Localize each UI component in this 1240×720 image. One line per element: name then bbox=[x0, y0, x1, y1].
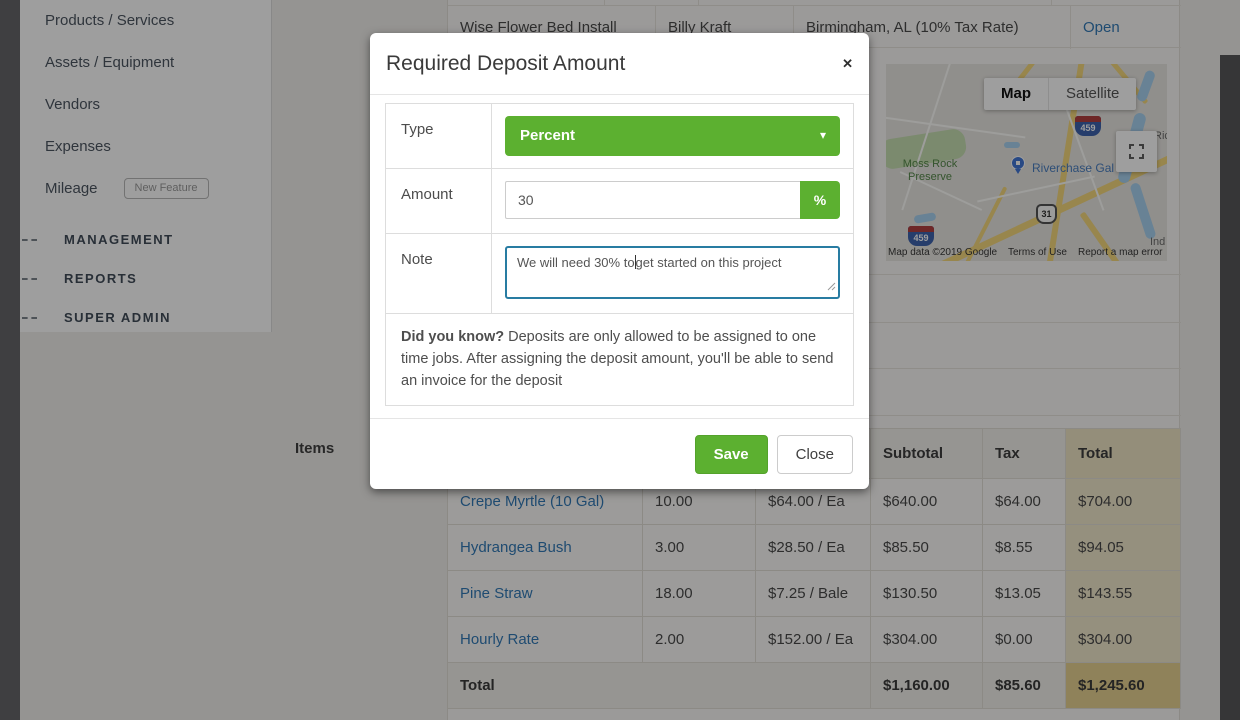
item-qty: 18.00 bbox=[642, 570, 756, 617]
amount-input-group: % bbox=[505, 181, 840, 219]
sidebar-item-label: Vendors bbox=[45, 96, 101, 113]
table-row: Hourly Rate 2.00 $152.00 / Ea $304.00 $0… bbox=[447, 616, 1181, 663]
dashes-icon bbox=[22, 278, 37, 280]
required-deposit-modal: Required Deposit Amount ✕ Type Percent ▾… bbox=[370, 33, 869, 489]
sidebar-section-label: MANAGEMENT bbox=[64, 232, 174, 247]
job-name-cell: Wise Flower Bed Install bbox=[448, 6, 656, 49]
sidebar-item-label: Mileage bbox=[45, 180, 98, 197]
poi-label: Riverchase Gal bbox=[1032, 161, 1115, 175]
selected-option: Percent bbox=[520, 127, 576, 144]
item-tax: $64.00 bbox=[982, 478, 1066, 525]
did-you-know-tip: Did you know? Deposits are only allowed … bbox=[385, 312, 854, 407]
item-total: $143.55 bbox=[1065, 570, 1181, 617]
fullscreen-button[interactable] bbox=[1116, 131, 1157, 172]
item-subtotal: $640.00 bbox=[870, 478, 983, 525]
item-price: $152.00 / Ea bbox=[755, 616, 871, 663]
items-total-row: Total $1,160.00 $85.60 $1,245.60 bbox=[447, 662, 1181, 709]
item-link[interactable]: Pine Straw bbox=[460, 585, 533, 602]
caret-down-icon: ▾ bbox=[819, 128, 826, 142]
grand-total: $1,245.60 bbox=[1065, 662, 1181, 709]
save-button[interactable]: Save bbox=[694, 434, 768, 474]
interstate-459-shield-icon: 459 bbox=[1075, 116, 1101, 136]
us-31-shield-icon: 31 bbox=[1036, 204, 1057, 224]
right-edge-strip bbox=[1220, 55, 1240, 720]
item-tax: $0.00 bbox=[982, 616, 1066, 663]
sidebar-section-reports[interactable]: REPORTS bbox=[20, 259, 271, 298]
amount-input[interactable] bbox=[505, 181, 800, 219]
sidebar-section-label: REPORTS bbox=[64, 271, 138, 286]
open-job-link[interactable]: Open bbox=[1083, 19, 1120, 36]
item-qty: 3.00 bbox=[642, 524, 756, 571]
sidebar-section-management[interactable]: MANAGEMENT bbox=[20, 220, 271, 259]
job-contact-cell: Billy Kraft bbox=[656, 6, 794, 49]
item-subtotal: $85.50 bbox=[870, 524, 983, 571]
terms-of-use-link[interactable]: Terms of Use bbox=[1008, 247, 1067, 258]
table-row: Pine Straw 18.00 $7.25 / Bale $130.50 $1… bbox=[447, 570, 1181, 617]
sidebar-item-vendors[interactable]: Vendors bbox=[20, 84, 271, 126]
modal-title: Required Deposit Amount bbox=[386, 52, 626, 75]
item-link[interactable]: Hydrangea Bush bbox=[460, 539, 572, 556]
map-attribution: Map data ©2019 Google bbox=[888, 247, 998, 258]
interstate-459-shield-icon: 459 bbox=[908, 226, 934, 246]
google-map[interactable]: Moss Rock Preserve Riverchase Gal Ric In… bbox=[886, 64, 1167, 261]
job-location-cell: Birmingham, AL (10% Tax Rate) bbox=[794, 6, 1071, 49]
percent-addon: % bbox=[800, 181, 840, 219]
text-cursor bbox=[634, 255, 636, 269]
subtotal-header: Subtotal bbox=[870, 428, 983, 479]
map-type-control: Map Satellite bbox=[984, 78, 1137, 110]
item-subtotal: $130.50 bbox=[870, 570, 983, 617]
tax-header: Tax bbox=[982, 428, 1066, 479]
satellite-view-button[interactable]: Satellite bbox=[1066, 85, 1120, 102]
items-section-label: Items bbox=[295, 440, 335, 457]
map-view-button[interactable]: Map bbox=[984, 78, 1049, 110]
item-tax: $8.55 bbox=[982, 524, 1066, 571]
item-total: $704.00 bbox=[1065, 478, 1181, 525]
park-label: Moss Rock Preserve bbox=[902, 158, 958, 183]
resize-handle-icon[interactable] bbox=[827, 278, 836, 295]
city-label-right: Ric bbox=[1154, 130, 1167, 142]
amount-label: Amount bbox=[385, 168, 492, 234]
report-map-error-link[interactable]: Report a map error bbox=[1078, 247, 1163, 258]
item-tax: $13.05 bbox=[982, 570, 1066, 617]
dashes-icon bbox=[22, 239, 37, 241]
city-label-bottom: Ind bbox=[1150, 236, 1166, 248]
modal-footer: Save Close bbox=[370, 418, 869, 489]
item-price: $28.50 / Ea bbox=[755, 524, 871, 571]
left-edge-strip bbox=[0, 0, 20, 720]
sidebar-item-expenses[interactable]: Expenses bbox=[20, 126, 271, 168]
sidebar: Products / Services Assets / Equipment V… bbox=[20, 0, 272, 332]
sidebar-section-super-admin[interactable]: SUPER ADMIN bbox=[20, 298, 271, 337]
item-qty: 2.00 bbox=[642, 616, 756, 663]
item-subtotal: $304.00 bbox=[870, 616, 983, 663]
sidebar-item-label: Expenses bbox=[45, 138, 111, 155]
sidebar-section-label: SUPER ADMIN bbox=[64, 310, 172, 325]
type-label: Type bbox=[385, 103, 492, 169]
sidebar-item-label: Assets / Equipment bbox=[45, 54, 175, 71]
pond bbox=[1004, 142, 1020, 148]
fullscreen-icon bbox=[1129, 144, 1144, 159]
sidebar-item-label: Products / Services bbox=[45, 12, 175, 29]
deposit-type-select[interactable]: Percent ▾ bbox=[505, 116, 840, 156]
note-label: Note bbox=[385, 233, 492, 314]
total-label: Total bbox=[447, 662, 871, 709]
modal-header: Required Deposit Amount ✕ bbox=[370, 33, 869, 95]
sidebar-item-products-services[interactable]: Products / Services bbox=[20, 0, 271, 42]
note-textarea[interactable]: We will need 30% toget started on this p… bbox=[505, 246, 840, 299]
item-total: $94.05 bbox=[1065, 524, 1181, 571]
item-link[interactable]: Crepe Myrtle (10 Gal) bbox=[460, 493, 605, 510]
table-row: Hydrangea Bush 3.00 $28.50 / Ea $85.50 $… bbox=[447, 524, 1181, 571]
close-button[interactable]: Close bbox=[776, 434, 853, 474]
item-link[interactable]: Hourly Rate bbox=[460, 631, 540, 648]
sidebar-item-mileage[interactable]: Mileage New Feature bbox=[20, 168, 271, 210]
sidebar-item-assets-equipment[interactable]: Assets / Equipment bbox=[20, 42, 271, 84]
shopping-poi-marker-icon[interactable] bbox=[1011, 156, 1025, 174]
new-feature-badge: New Feature bbox=[123, 178, 209, 199]
item-total: $304.00 bbox=[1065, 616, 1181, 663]
close-icon[interactable]: ✕ bbox=[842, 56, 853, 71]
total-tax: $85.60 bbox=[982, 662, 1066, 709]
deposit-form: Type Percent ▾ Amount % Not bbox=[385, 103, 854, 407]
dashes-icon bbox=[22, 317, 37, 319]
